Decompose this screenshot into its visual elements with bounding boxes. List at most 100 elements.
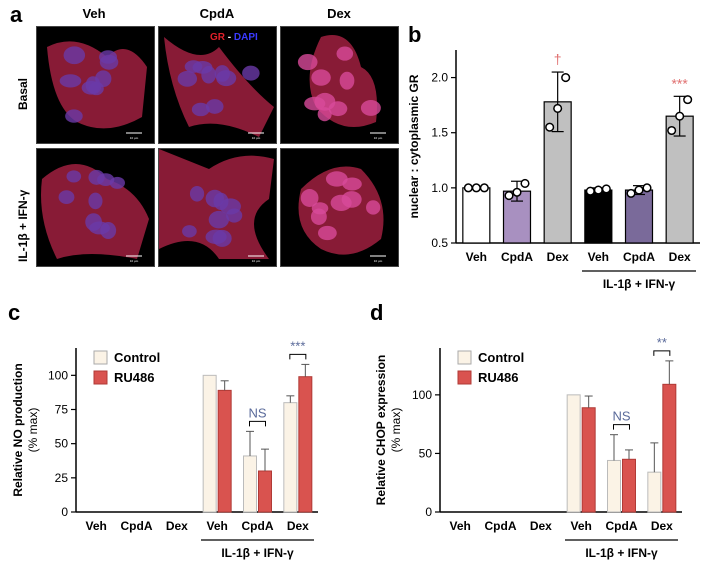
x-tick-label: Dex: [530, 519, 552, 533]
y-tick-label: 0.5: [431, 236, 448, 250]
x-tick-label: Veh: [466, 250, 487, 264]
x-tick-label: Dex: [166, 519, 188, 533]
significance-bracket: [249, 420, 266, 427]
nucleus: [66, 170, 82, 183]
legend-label-control: Control: [478, 350, 524, 365]
significance-marker: ***: [671, 75, 688, 91]
cell-cluster: [41, 164, 149, 259]
nucleus: [192, 60, 213, 74]
significance-marker: †: [554, 51, 562, 67]
gr-cytoplasm: [41, 164, 149, 259]
bar-control: [647, 471, 662, 513]
nucleus: [63, 46, 86, 65]
scale-bar-label: 10 µm: [130, 259, 139, 263]
data-point: [667, 125, 677, 136]
nucleus: [300, 189, 319, 207]
nucleus: [325, 171, 348, 187]
y-tick-label: 100: [412, 388, 432, 402]
data-point: [601, 184, 611, 194]
micrograph-column-dex: Dex: [327, 6, 351, 21]
micrograph-column-veh: Veh: [82, 6, 106, 21]
data-point: [683, 95, 693, 105]
nucleus: [304, 96, 326, 111]
nucleus: [189, 185, 205, 202]
nucleus: [342, 177, 362, 191]
cell-cluster: [159, 149, 274, 259]
micrograph-canvas: 10 µm: [164, 37, 274, 140]
x-tick-label: Veh: [85, 519, 106, 533]
x-tick-label: Veh: [449, 519, 470, 533]
micrograph-canvas: 10 µm: [47, 41, 147, 140]
data-point: [626, 188, 636, 198]
bar-ru486: [662, 383, 677, 513]
micrograph-column-cpda: CpdA: [199, 6, 235, 21]
scale-bar-label: 10 µm: [252, 259, 261, 263]
group-label: IL-1β + IFN-γ: [585, 546, 658, 560]
data-point: [504, 191, 514, 201]
nucleus: [208, 210, 229, 229]
bar-ru486: [622, 458, 636, 513]
nucleus: [311, 69, 331, 86]
micrograph-image: 10 µm: [280, 148, 399, 267]
nucleus: [191, 102, 210, 117]
nucleus: [182, 225, 197, 238]
x-tick-label: CpdA: [485, 519, 517, 533]
panel-letter-b: b: [408, 22, 422, 47]
data-point: [520, 178, 530, 188]
nucleus: [219, 198, 241, 215]
data-point: [553, 103, 563, 114]
x-tick-label: Dex: [287, 519, 309, 533]
significance-bracket: [613, 424, 630, 430]
stain-gr-label: GR: [210, 32, 225, 43]
legend-swatch-control: [457, 350, 472, 365]
y-tick-label: 1.5: [431, 126, 448, 140]
nucleus: [88, 192, 103, 210]
y-tick-label: 50: [419, 446, 433, 460]
nucleus: [97, 173, 115, 186]
nucleus: [212, 229, 232, 247]
x-tick-label: Dex: [669, 250, 691, 264]
nucleus: [310, 208, 327, 225]
x-tick-label: Dex: [651, 519, 673, 533]
cell-cluster: [298, 166, 384, 255]
nucleus: [360, 100, 381, 116]
data-point: [561, 73, 571, 83]
y-axis-subtitle: (% max): [389, 408, 403, 453]
significance-bracket: [653, 350, 671, 356]
data-point: [634, 185, 644, 195]
nucleus: [216, 70, 237, 87]
significance-label: ***: [290, 338, 305, 353]
nucleus: [328, 101, 348, 117]
micrograph-image: 10 µm: [158, 148, 277, 267]
panel-letter-a: a: [10, 2, 23, 27]
bar-control: [202, 374, 217, 513]
nucleus: [81, 80, 102, 95]
data-point: [479, 183, 489, 193]
y-tick-label: 2.0: [431, 71, 448, 85]
scale-bar-label: 10 µm: [374, 136, 383, 140]
significance-label: **: [657, 335, 667, 350]
nucleus: [59, 74, 82, 88]
micrograph-image: 10 µm: [36, 148, 155, 267]
nucleus: [95, 70, 112, 88]
legend-label-control: Control: [114, 350, 160, 365]
bar-control: [607, 459, 621, 513]
panel-letter-c: c: [8, 300, 21, 325]
nucleus: [85, 213, 102, 231]
x-tick-label: Veh: [570, 519, 591, 533]
cell-cluster: [47, 41, 147, 129]
bar: [665, 115, 694, 244]
bar-ru486: [581, 407, 596, 513]
cell-cluster: [297, 35, 381, 127]
nucleus: [330, 194, 352, 212]
y-tick-label: 25: [55, 471, 69, 485]
x-tick-label: CpdA: [242, 519, 274, 533]
nucleus: [242, 65, 260, 81]
micrograph-image: 10 µm: [280, 26, 399, 144]
x-tick-label: CpdA: [501, 250, 533, 264]
stain-separator: -: [225, 32, 234, 43]
bar-control: [566, 394, 581, 513]
significance-bracket: [289, 353, 307, 360]
